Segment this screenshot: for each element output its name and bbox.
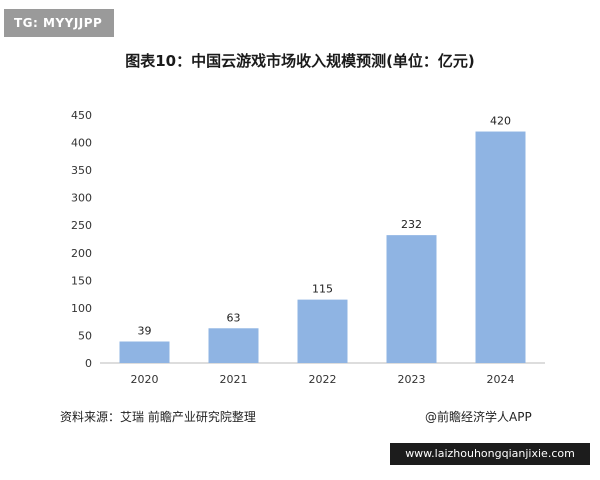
- url-banner[interactable]: www.laizhouhongqianjixie.com: [390, 443, 590, 465]
- x-tick-label: 2023: [398, 373, 426, 386]
- bars: [119, 131, 526, 363]
- data-labels: 39 63 115 232 420: [138, 115, 512, 338]
- source-note: 资料来源：艾瑞 前瞻产业研究院整理: [60, 410, 256, 424]
- data-label-2022: 115: [312, 283, 333, 296]
- x-tick-label: 2021: [220, 373, 248, 386]
- y-axis-ticks: 0 50 100 150 200 250 300 350 400 450: [71, 109, 92, 370]
- bar-2021: [208, 328, 259, 363]
- x-axis-ticks: 2020 2021 2022 2023 2024: [131, 373, 515, 386]
- y-tick-label: 100: [71, 302, 92, 315]
- data-label-2020: 39: [138, 325, 152, 338]
- x-tick-label: 2020: [131, 373, 159, 386]
- x-tick-label: 2022: [309, 373, 337, 386]
- data-label-2021: 63: [227, 311, 241, 324]
- y-tick-label: 300: [71, 192, 92, 205]
- y-tick-label: 350: [71, 164, 92, 177]
- y-tick-label: 400: [71, 137, 92, 150]
- y-tick-label: 200: [71, 247, 92, 260]
- tg-badge: TG: MYYJJPP: [4, 9, 114, 37]
- y-tick-label: 150: [71, 274, 92, 287]
- attribution-note: @前瞻经济学人APP: [425, 410, 532, 424]
- bar-2023: [386, 235, 437, 363]
- bar-2024: [475, 131, 526, 363]
- data-label-2024: 420: [490, 115, 511, 128]
- y-tick-label: 50: [78, 329, 92, 342]
- bar-2020: [119, 341, 170, 363]
- chart-title: 图表10：中国云游戏市场收入规模预测(单位：亿元): [125, 52, 475, 70]
- data-label-2023: 232: [401, 218, 422, 231]
- y-tick-label: 450: [71, 109, 92, 122]
- bar-2022: [297, 299, 348, 363]
- y-tick-label: 250: [71, 219, 92, 232]
- x-tick-label: 2024: [487, 373, 515, 386]
- y-tick-label: 0: [85, 357, 92, 370]
